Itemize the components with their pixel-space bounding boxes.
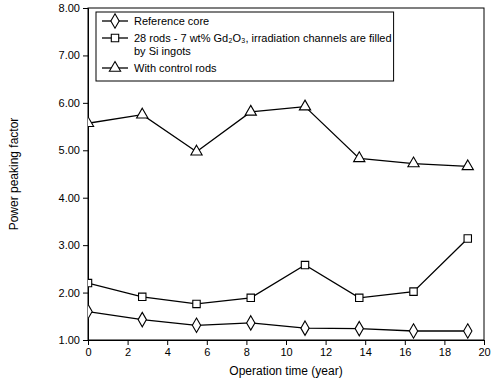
x-tick: 0 (85, 340, 91, 358)
x-tick-mark (405, 340, 406, 345)
y-tick: 4.00 (59, 192, 88, 204)
y-tick-label: 8.00 (59, 2, 80, 14)
y-tick-mark (83, 8, 88, 9)
y-axis: 1.00 2.00 3.00 4.00 5.00 6.00 7.00 8.00 (59, 2, 89, 346)
series-marker (301, 261, 308, 268)
series-marker (408, 157, 419, 167)
x-tick-mark (128, 340, 129, 345)
legend-label: With control rods (134, 62, 217, 74)
legend-marker (109, 61, 120, 71)
series-marker (464, 235, 471, 242)
legend-marker (111, 34, 118, 41)
series-marker (139, 293, 146, 300)
y-tick-label: 3.00 (59, 239, 80, 251)
y-tick-mark (83, 245, 88, 246)
series-marker (301, 321, 309, 335)
y-tick: 8.00 (59, 2, 88, 14)
legend-label: Reference core (134, 15, 209, 27)
x-tick-label: 14 (360, 346, 372, 358)
x-tick-label: 2 (125, 346, 131, 358)
y-axis-line (83, 9, 89, 341)
x-tick-label: 10 (280, 346, 292, 358)
series-marker (247, 294, 254, 301)
y-tick-label: 6.00 (59, 97, 80, 109)
x-tick-label: 8 (244, 346, 250, 358)
x-axis: 0 2 4 6 8 10 12 14 16 18 20 (85, 340, 490, 358)
y-tick-label: 4.00 (59, 192, 80, 204)
y-tick-mark (83, 293, 88, 294)
y-axis-title: Power peaking factor (7, 118, 21, 231)
x-axis-line (89, 341, 485, 346)
series-line (88, 107, 468, 167)
y-tick-label: 7.00 (59, 49, 80, 61)
series-marker (464, 324, 472, 338)
x-tick-mark (286, 340, 287, 345)
series-marker (88, 304, 92, 318)
series-marker (88, 279, 92, 286)
series-marker (191, 145, 202, 155)
y-tick: 2.00 (59, 287, 88, 299)
x-tick-label: 16 (399, 346, 411, 358)
series-line (88, 239, 468, 304)
legend-marker (111, 14, 119, 28)
x-tick: 12 (320, 340, 332, 358)
y-tick-mark (83, 55, 88, 56)
series-marker (299, 100, 310, 110)
y-tick: 5.00 (59, 144, 88, 156)
y-tick-mark (83, 340, 88, 341)
y-tick-label: 5.00 (59, 144, 80, 156)
x-tick-label: 6 (204, 346, 210, 358)
series-marker (356, 294, 363, 301)
y-tick-label: 2.00 (59, 287, 80, 299)
x-tick: 8 (244, 340, 250, 358)
x-tick-mark (444, 340, 445, 345)
x-tick: 14 (360, 340, 372, 358)
x-tick-mark (207, 340, 208, 345)
x-tick: 16 (399, 340, 411, 358)
series-marker (462, 160, 473, 170)
x-tick-mark (326, 340, 327, 345)
data-layer (88, 100, 473, 338)
x-tick-mark (246, 340, 247, 345)
x-tick: 18 (439, 340, 451, 358)
y-tick: 3.00 (59, 239, 88, 251)
series-marker (138, 312, 146, 326)
x-tick-label: 0 (85, 346, 91, 358)
plot-frame (88, 8, 484, 340)
x-tick-label: 12 (320, 346, 332, 358)
x-axis-title: Operation time (year) (229, 364, 342, 378)
y-tick-label: 1.00 (59, 334, 80, 346)
plot: 0 2 4 6 8 10 12 14 16 18 20 1.00 2.00 3.00 4.00 5.00 6.0… (59, 2, 491, 358)
x-tick-label: 20 (478, 346, 490, 358)
x-tick: 6 (204, 340, 210, 358)
x-tick-label: 18 (439, 346, 451, 358)
y-tick: 7.00 (59, 49, 88, 61)
x-tick-label: 4 (165, 346, 171, 358)
x-tick: 10 (280, 340, 292, 358)
series-marker (354, 152, 365, 162)
x-tick-mark (484, 340, 485, 345)
series-marker (355, 321, 363, 335)
x-tick-mark (365, 340, 366, 345)
y-tick-mark (83, 198, 88, 199)
legend-label: 28 rods - 7 wt% Gd₂O₃, irradiation chann… (134, 32, 392, 57)
series-marker (192, 318, 200, 332)
series-marker (137, 108, 148, 118)
x-tick-mark (167, 340, 168, 345)
y-tick: 1.00 (59, 334, 88, 346)
series-marker (410, 288, 417, 295)
series-marker (247, 316, 255, 330)
y-tick: 6.00 (59, 97, 88, 109)
legend: Reference core 28 rods - 7 wt% Gd₂O₃, irr… (96, 12, 394, 81)
x-tick: 2 (125, 340, 131, 358)
legend-box (96, 12, 394, 81)
series-marker (193, 300, 200, 307)
x-tick: 4 (165, 340, 171, 358)
series-marker (245, 105, 256, 115)
series-marker (88, 117, 94, 127)
series-marker (409, 324, 417, 338)
y-tick-mark (83, 103, 88, 104)
y-tick-mark (83, 150, 88, 151)
x-tick: 20 (478, 340, 490, 358)
